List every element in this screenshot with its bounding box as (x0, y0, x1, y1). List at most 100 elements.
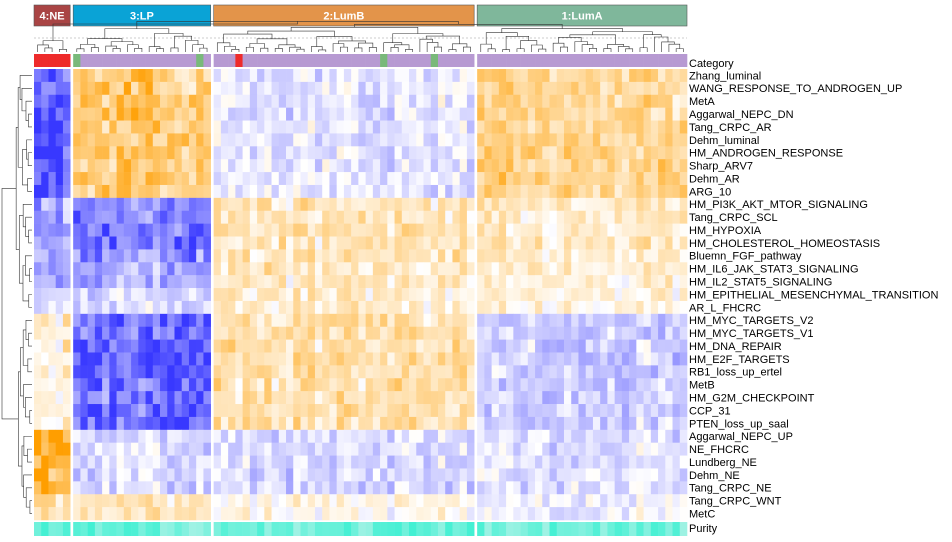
heatmap-cell (145, 481, 154, 495)
heatmap-cell (600, 133, 608, 147)
heatmap-cell (102, 365, 110, 379)
heatmap-cell (167, 210, 175, 224)
heatmap-cell (80, 81, 88, 96)
heatmap-cell (658, 365, 666, 379)
heatmap-cell (629, 172, 637, 186)
category-cell (484, 54, 492, 67)
heatmap-cell (452, 288, 460, 302)
heatmap-cell (665, 184, 673, 199)
heatmap-cell (235, 275, 243, 289)
heatmap-cell (621, 416, 630, 431)
purity-cell (138, 522, 146, 536)
heatmap-cell (650, 339, 659, 353)
heatmap-cell (62, 159, 71, 173)
heatmap-cell (249, 455, 258, 469)
heatmap-cell (672, 197, 681, 212)
heatmap-cell (430, 197, 439, 212)
heatmap-cell (607, 442, 615, 456)
heatmap-cell (271, 494, 280, 508)
heatmap-cell (527, 313, 536, 328)
heatmap-cell (629, 378, 637, 392)
heatmap-cell (416, 313, 424, 328)
heatmap-cell (636, 146, 644, 160)
dendrogram-branch (332, 43, 345, 52)
heatmap-cell (48, 442, 57, 456)
heatmap-cell (592, 455, 601, 469)
category-cell (506, 54, 514, 67)
heatmap-cell (430, 442, 439, 456)
heatmap-cell (416, 429, 424, 443)
heatmap-cell (329, 352, 337, 366)
heatmap-cell (643, 455, 652, 469)
category-cell (542, 54, 550, 67)
heatmap-cell (658, 378, 666, 392)
heatmap-cell (513, 494, 521, 508)
category-cell (322, 54, 330, 67)
heatmap-cell (293, 300, 301, 315)
heatmap-cell (650, 197, 659, 212)
heatmap-cell (380, 481, 388, 495)
purity-cell (636, 522, 644, 536)
heatmap-cell (203, 313, 211, 328)
heatmap-cell (174, 404, 183, 418)
heatmap-cell (123, 236, 132, 250)
heatmap-cell (452, 275, 460, 289)
heatmap-cell (506, 184, 514, 199)
heatmap-cell (491, 223, 500, 237)
heatmap-cell (181, 81, 190, 96)
heatmap-cell (138, 69, 146, 83)
heatmap-cell (181, 262, 190, 276)
heatmap-cell (80, 94, 88, 108)
heatmap-cell (300, 313, 309, 328)
heatmap-cell (307, 172, 316, 186)
category-cell (228, 54, 236, 67)
dendrogram-branch (639, 47, 648, 52)
heatmap-cell (466, 339, 475, 353)
heatmap-cell (300, 197, 309, 212)
heatmap-cell (343, 94, 352, 108)
heatmap-cell (506, 69, 514, 83)
heatmap-cell (322, 378, 330, 392)
heatmap-cell (145, 352, 154, 366)
category-cell (102, 54, 110, 67)
heatmap-cell (336, 416, 345, 431)
heatmap-cell (188, 223, 197, 237)
heatmap-cell (629, 184, 637, 199)
heatmap-cell (55, 236, 64, 250)
heatmap-cell (73, 455, 81, 469)
heatmap-cell (235, 172, 243, 186)
heatmap-cell (423, 404, 432, 418)
heatmap-cell (264, 107, 272, 121)
heatmap-cell (41, 339, 49, 353)
heatmap-cell (600, 262, 608, 276)
heatmap-cell (203, 300, 211, 315)
heatmap-cell (679, 81, 688, 96)
heatmap-cell (387, 352, 395, 366)
heatmap-cell (614, 94, 623, 108)
heatmap-cell (322, 133, 330, 147)
heatmap-cell (387, 81, 395, 96)
category-cell (220, 54, 229, 67)
heatmap-cell (94, 223, 103, 237)
heatmap-cell (257, 481, 265, 495)
dendrogram-branch (231, 49, 240, 52)
heatmap-cell (167, 107, 175, 121)
heatmap-cell (87, 146, 96, 160)
heatmap-cell (527, 210, 536, 224)
heatmap-cell (34, 326, 42, 340)
heatmap-cell (62, 339, 71, 353)
heatmap-cell (416, 507, 424, 521)
heatmap-cell (123, 288, 132, 302)
heatmap-cell (228, 391, 236, 405)
heatmap-cell (181, 339, 190, 353)
dendrogram-branch (154, 33, 184, 47)
category-annotation-bar (34, 54, 688, 67)
dendrogram-branch (25, 319, 32, 340)
heatmap-cell (220, 507, 229, 521)
heatmap-cell (614, 468, 623, 482)
heatmap-cell (293, 352, 301, 366)
heatmap-cell (445, 404, 453, 418)
heatmap-cell (34, 288, 42, 302)
heatmap-cell (188, 339, 197, 353)
heatmap-cell (437, 172, 446, 186)
